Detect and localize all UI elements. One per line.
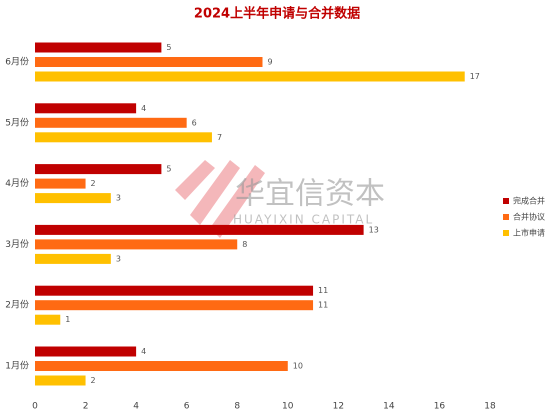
legend-swatch (503, 214, 509, 220)
data-label: 5 (166, 165, 171, 174)
data-label: 5 (166, 43, 171, 52)
bar (35, 375, 86, 386)
data-label: 13 (369, 225, 379, 234)
bar (35, 361, 288, 371)
bar (35, 57, 263, 67)
bar (35, 224, 364, 235)
bar (35, 178, 86, 189)
x-tick-label: 14 (383, 402, 395, 412)
data-label: 7 (217, 133, 222, 142)
watermark-name: 华宜信资本 (235, 177, 385, 212)
x-tick-label: 16 (434, 402, 446, 412)
bar (35, 164, 162, 175)
bar (35, 42, 162, 53)
bar (35, 314, 61, 325)
y-tick-label: 5月份 (5, 116, 29, 128)
data-label: 3 (116, 194, 121, 203)
data-label: 17 (470, 72, 480, 81)
data-label: 4 (141, 347, 146, 356)
x-tick-label: 2 (83, 402, 89, 412)
data-label: 11 (318, 301, 328, 310)
data-label: 6 (192, 118, 197, 127)
data-label: 11 (318, 286, 328, 295)
bar (35, 103, 137, 114)
bar (35, 132, 212, 143)
data-label: 2 (91, 179, 96, 188)
legend-swatch (503, 198, 509, 204)
bar (35, 117, 187, 128)
bar (35, 193, 111, 204)
bar (35, 285, 314, 296)
y-tick-label: 4月份 (5, 177, 29, 189)
data-label: 9 (268, 58, 273, 67)
chart-title: 2024上半年申请与合并数据 (194, 6, 360, 22)
x-tick-label: 12 (333, 402, 344, 412)
x-tick-label: 8 (234, 402, 240, 412)
bar (35, 300, 314, 311)
x-tick-label: 0 (32, 402, 38, 412)
data-label: 4 (141, 104, 146, 113)
y-tick-label: 6月份 (5, 56, 29, 68)
legend-label: 完成合并 (513, 196, 545, 206)
legend-label: 合并协议 (513, 212, 545, 222)
bar (35, 346, 137, 357)
watermark-subtitle: HUAYIXIN CAPITAL (233, 213, 374, 227)
data-label: 1 (65, 315, 70, 324)
x-tick-label: 10 (282, 402, 294, 412)
x-tick-label: 6 (184, 402, 190, 412)
legend-swatch (503, 230, 509, 236)
legend-label: 上市申请 (513, 228, 545, 238)
watermark-logo (175, 160, 265, 238)
bar (35, 239, 238, 250)
x-tick-label: 4 (133, 402, 139, 412)
data-label: 3 (116, 254, 121, 263)
data-label: 8 (242, 240, 247, 249)
y-tick-label: 3月份 (5, 238, 29, 250)
bar (35, 71, 465, 82)
y-tick-label: 1月份 (5, 360, 29, 372)
data-label: 10 (293, 362, 303, 371)
bar (35, 253, 111, 264)
x-tick-label: 18 (484, 402, 496, 412)
data-label: 2 (91, 376, 96, 385)
y-tick-label: 2月份 (5, 299, 29, 311)
